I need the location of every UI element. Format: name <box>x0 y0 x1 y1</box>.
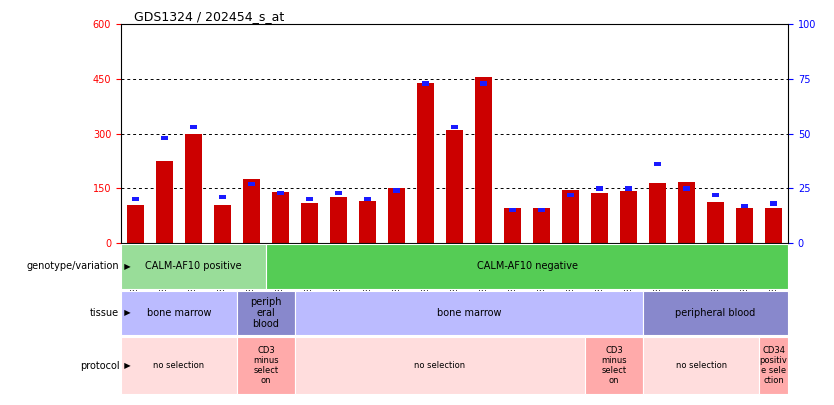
Text: ▶: ▶ <box>119 361 131 370</box>
Bar <box>237 337 295 394</box>
Bar <box>185 134 202 243</box>
Bar <box>306 197 313 201</box>
Bar <box>451 125 458 129</box>
Text: no selection: no selection <box>676 361 726 370</box>
Text: protocol: protocol <box>79 360 119 371</box>
Text: CALM-AF10 positive: CALM-AF10 positive <box>145 261 242 271</box>
Bar <box>248 182 255 186</box>
Bar <box>335 190 342 195</box>
Bar <box>643 337 759 394</box>
Bar <box>707 202 724 243</box>
Bar <box>417 83 435 243</box>
Bar <box>509 208 516 212</box>
Bar <box>533 208 550 243</box>
Text: genotype/variation: genotype/variation <box>27 261 119 271</box>
Bar <box>654 162 661 166</box>
Bar <box>596 186 603 190</box>
Bar <box>393 188 400 193</box>
Bar <box>295 290 643 335</box>
Bar <box>585 337 643 394</box>
Bar <box>388 188 405 243</box>
Bar <box>237 290 295 335</box>
Bar <box>649 183 666 243</box>
Text: no selection: no selection <box>153 361 204 370</box>
Text: CD3
minus
select
on: CD3 minus select on <box>254 346 279 385</box>
Bar <box>364 197 371 201</box>
Bar <box>504 208 521 243</box>
Bar <box>214 205 231 243</box>
Bar <box>538 208 545 212</box>
Bar <box>683 186 691 190</box>
Bar <box>161 136 168 140</box>
Bar <box>625 186 632 190</box>
Bar <box>359 201 376 243</box>
Bar <box>295 337 585 394</box>
Bar <box>620 191 637 243</box>
Text: no selection: no selection <box>414 361 465 370</box>
Text: GDS1324 / 202454_s_at: GDS1324 / 202454_s_at <box>134 10 284 23</box>
Bar <box>643 290 788 335</box>
Text: CALM-AF10 negative: CALM-AF10 negative <box>476 261 578 271</box>
Text: periph
eral
blood: periph eral blood <box>250 297 282 329</box>
Text: CD3
minus
select
on: CD3 minus select on <box>601 346 627 385</box>
Bar <box>132 197 139 201</box>
Bar <box>329 198 347 243</box>
Bar <box>765 208 782 243</box>
Bar <box>301 203 319 243</box>
Bar <box>712 193 719 197</box>
Bar <box>562 190 580 243</box>
Bar <box>590 193 608 243</box>
Bar <box>243 179 260 243</box>
Text: CD34
positiv
e sele
ction: CD34 positiv e sele ction <box>760 346 787 385</box>
Bar <box>736 208 753 243</box>
Bar <box>272 192 289 243</box>
Bar <box>266 244 788 289</box>
Bar <box>121 290 237 335</box>
Bar <box>121 244 266 289</box>
Bar <box>190 125 197 129</box>
Text: peripheral blood: peripheral blood <box>676 308 756 318</box>
Bar <box>678 182 696 243</box>
Bar <box>277 190 284 195</box>
Bar <box>770 201 777 206</box>
Bar <box>121 337 237 394</box>
Bar <box>475 77 492 243</box>
Bar <box>156 161 173 243</box>
Text: tissue: tissue <box>90 308 119 318</box>
Text: bone marrow: bone marrow <box>147 308 211 318</box>
Bar <box>567 193 574 197</box>
Bar <box>219 195 226 199</box>
Bar <box>127 205 144 243</box>
Bar <box>446 130 463 243</box>
Bar <box>480 81 487 85</box>
Bar <box>759 337 788 394</box>
Bar <box>422 81 430 85</box>
Text: ▶: ▶ <box>119 262 131 271</box>
Bar <box>741 204 748 208</box>
Text: ▶: ▶ <box>119 308 131 318</box>
Text: bone marrow: bone marrow <box>437 308 501 318</box>
